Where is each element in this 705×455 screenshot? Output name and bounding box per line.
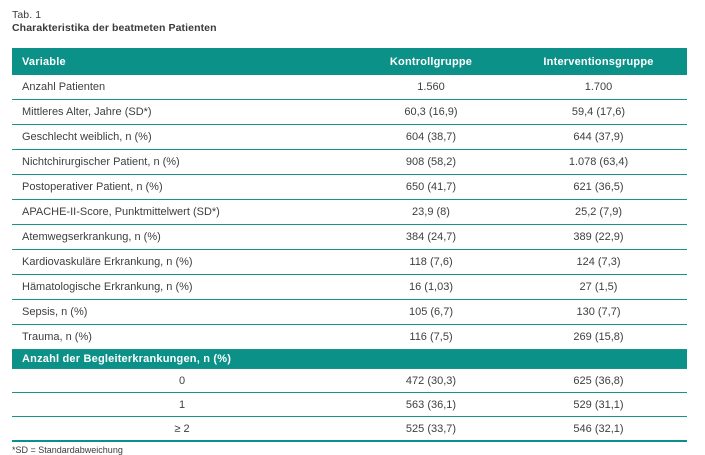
interventionsgruppe-cell: 389 (22,9)	[573, 231, 624, 243]
interventionsgruppe-cell: 25,2 (7,9)	[574, 206, 623, 218]
kontrollgruppe-cell: 472 (30,3)	[405, 374, 457, 387]
interventionsgruppe-cell: 529 (31,1)	[573, 398, 624, 411]
main-rows: Anzahl Patienten 1.560 1.700 Mittleres Alte…	[12, 75, 687, 350]
variable-cell: Atemwegserkrankung, n (%)	[22, 231, 161, 243]
variable-cell: Hämatologische Erkrankung, n (%)	[22, 281, 193, 293]
table-row: ≥ 2 525 (33,7) 546 (32,1)	[12, 417, 687, 441]
variable-cell: Postoperativer Patient, n (%)	[22, 181, 163, 193]
kontrollgruppe-cell: 60,3 (16,9)	[404, 106, 458, 118]
variable-cell: Geschlecht weiblich, n (%)	[22, 131, 152, 143]
variable-cell: Sepsis, n (%)	[22, 306, 88, 318]
table-row: Atemwegserkrankung, n (%) 384 (24,7) 389 (…	[12, 225, 687, 250]
variable-cell: 1	[178, 398, 186, 411]
table-row: Anzahl Patienten 1.560 1.700	[12, 75, 687, 100]
table-row: Kardiovaskuläre Erkrankung, n (%) 118 (7,…	[12, 250, 687, 275]
kontrollgruppe-cell: 525 (33,7)	[405, 422, 457, 435]
column-header-variable: Variable	[12, 48, 352, 75]
interventionsgruppe-cell: 269 (15,8)	[573, 331, 624, 343]
table-row: 1 563 (36,1) 529 (31,1)	[12, 393, 687, 417]
kontrollgruppe-cell: 116 (7,5)	[409, 331, 453, 343]
section-header-row: Anzahl der Begleiterkrankungen, n (%)	[12, 349, 687, 369]
table-number: Tab. 1	[12, 9, 42, 21]
section-rows: 0 472 (30,3) 625 (36,8) 1 563 (36,1) 529 (31,…	[12, 369, 687, 441]
interventionsgruppe-cell: 644 (37,9)	[573, 131, 624, 143]
table-row: Geschlecht weiblich, n (%) 604 (38,7) 644 …	[12, 125, 687, 150]
interventionsgruppe-cell: 546 (32,1)	[573, 422, 624, 435]
variable-cell: APACHE-II-Score, Punktmittelwert (SD*)	[22, 206, 220, 218]
kontrollgruppe-cell: 563 (36,1)	[405, 398, 457, 411]
table-row: 0 472 (30,3) 625 (36,8)	[12, 369, 687, 393]
kontrollgruppe-cell: 1.560	[417, 81, 445, 93]
variable-cell: Nichtchirurgischer Patient, n (%)	[22, 156, 180, 168]
variable-cell: 0	[178, 374, 186, 387]
table-row: APACHE-II-Score, Punktmittelwert (SD*) 23…	[12, 200, 687, 225]
interventionsgruppe-cell: 130 (7,7)	[576, 306, 621, 318]
table-title: Charakteristika der beatmeten Patienten	[12, 22, 217, 34]
variable-cell: Kardiovaskuläre Erkrankung, n (%)	[22, 256, 193, 268]
kontrollgruppe-cell: 118 (7,6)	[409, 256, 453, 268]
table-header-row: Variable Kontrollgruppe Interventionsgru…	[12, 48, 687, 75]
footnote: *SD = Standardabweichung	[12, 445, 123, 455]
interventionsgruppe-cell: 1.078 (63,4)	[568, 156, 629, 168]
kontrollgruppe-cell: 384 (24,7)	[405, 231, 457, 243]
patient-characteristics-table: Variable Kontrollgruppe Interventionsgru…	[12, 48, 687, 442]
table-row: Sepsis, n (%) 105 (6,7) 130 (7,7)	[12, 300, 687, 325]
kontrollgruppe-cell: 604 (38,7)	[405, 131, 457, 143]
variable-cell: Anzahl Patienten	[22, 81, 106, 93]
kontrollgruppe-cell: 650 (41,7)	[405, 181, 457, 193]
interventionsgruppe-cell: 1.700	[584, 81, 613, 93]
variable-cell: Mittleres Alter, Jahre (SD*)	[22, 106, 152, 118]
interventionsgruppe-cell: 124 (7,3)	[576, 256, 621, 268]
table-row: Mittleres Alter, Jahre (SD*) 60,3 (16,9) 5…	[12, 100, 687, 125]
column-header-kontrollgruppe: Kontrollgruppe	[352, 48, 510, 75]
kontrollgruppe-cell: 908 (58,2)	[405, 156, 457, 168]
variable-cell: Trauma, n (%)	[22, 331, 92, 343]
table-row: Nichtchirurgischer Patient, n (%) 908 (58…	[12, 150, 687, 175]
table-caption: Tab. 1 Charakteristika der beatmeten Pat…	[12, 9, 705, 35]
interventionsgruppe-cell: 625 (36,8)	[573, 374, 624, 387]
kontrollgruppe-cell: 23,9 (8)	[412, 206, 450, 218]
table-row: Hämatologische Erkrankung, n (%) 16 (1,03…	[12, 275, 687, 300]
section-header-label: Anzahl der Begleiterkrankungen, n (%)	[12, 349, 687, 369]
variable-cell: ≥ 2	[174, 422, 190, 435]
table-row: Postoperativer Patient, n (%) 650 (41,7) 6…	[12, 175, 687, 200]
column-header-interventionsgruppe: Interventionsgruppe	[510, 48, 687, 75]
interventionsgruppe-cell: 27 (1,5)	[579, 281, 618, 293]
table-row: Trauma, n (%) 116 (7,5) 269 (15,8)	[12, 325, 687, 350]
interventionsgruppe-cell: 59,4 (17,6)	[571, 106, 626, 118]
interventionsgruppe-cell: 621 (36,5)	[573, 181, 624, 193]
kontrollgruppe-cell: 105 (6,7)	[408, 306, 454, 318]
kontrollgruppe-cell: 16 (1,03)	[408, 281, 454, 293]
